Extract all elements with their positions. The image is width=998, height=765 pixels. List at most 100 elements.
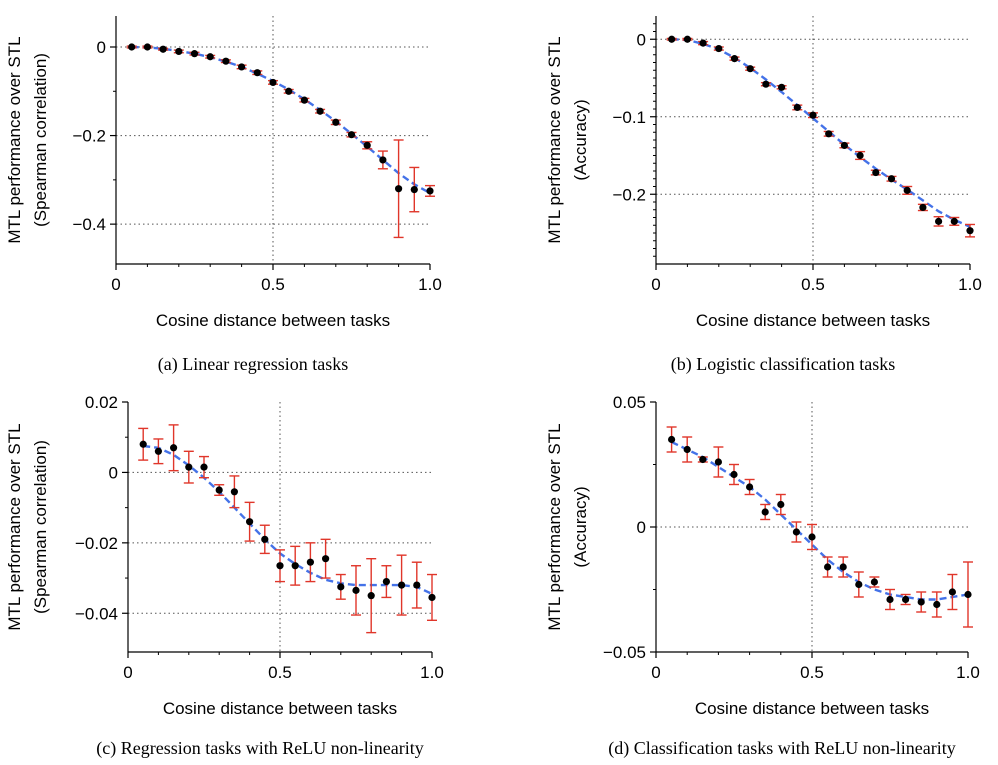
y-axis-label: MTL performance over STL	[5, 36, 24, 243]
y-axis-label: (Accuracy)	[571, 486, 590, 567]
y-tick-label: 0	[637, 518, 646, 537]
data-point	[367, 592, 375, 600]
data-point	[761, 508, 769, 516]
data-point	[683, 445, 691, 454]
panel-a: 0 0.5 1.0 0 −0.2 −0.4 Cosine distance between …	[5, 16, 442, 375]
data-point	[762, 80, 770, 88]
data-point	[200, 463, 208, 471]
fit-curve	[131, 45, 431, 195]
x-tick-label: 1.0	[418, 275, 442, 294]
data-point	[808, 533, 816, 541]
data-point	[793, 103, 801, 112]
data-point	[269, 78, 277, 87]
data-point	[683, 35, 692, 43]
y-axis-label: MTL performance over STL	[5, 423, 24, 630]
y-tick-label: −0.04	[75, 604, 118, 623]
data-point	[966, 227, 974, 235]
data-point	[872, 168, 880, 177]
y-tick-label: −0.1	[612, 108, 646, 127]
data-point	[428, 593, 436, 602]
data-point	[809, 111, 817, 119]
y-tick-label: −0.02	[75, 534, 118, 553]
data-point	[730, 55, 739, 63]
x-tick-label: 1.0	[956, 663, 980, 682]
x-tick-label: 0.5	[801, 275, 825, 294]
data-point	[230, 488, 238, 496]
data-point	[950, 217, 958, 225]
data-point	[855, 580, 863, 589]
data-point	[699, 455, 707, 464]
y-tick-label: 0.05	[613, 393, 646, 412]
data-point	[276, 562, 284, 570]
data-point	[382, 577, 390, 586]
data-point	[261, 535, 269, 543]
data-point	[206, 53, 214, 61]
data-point	[887, 175, 896, 183]
data-point	[919, 203, 927, 212]
data-point	[222, 57, 230, 65]
y-tick-label: −0.2	[72, 127, 106, 146]
data-point	[933, 600, 941, 609]
data-point	[253, 69, 261, 77]
data-point	[410, 186, 418, 194]
data-point	[190, 50, 199, 58]
data-point	[824, 563, 832, 571]
data-point	[363, 141, 371, 149]
x-tick-label: 0	[111, 275, 120, 294]
data-point	[948, 588, 957, 596]
data-point	[352, 586, 360, 594]
y-tick-label: 0	[97, 38, 106, 57]
data-point	[778, 83, 786, 91]
panel-caption: (b) Logistic classification tasks	[671, 354, 895, 375]
panel-b: 0 0.5 1.0 0 −0.1 −0.2 Cosine distance between …	[545, 16, 982, 375]
data-point	[322, 555, 330, 563]
x-tick-label: 0.5	[261, 275, 285, 294]
data-point	[902, 595, 910, 604]
data-point	[825, 130, 833, 138]
data-point	[856, 151, 864, 160]
data-point	[917, 598, 925, 606]
data-point	[143, 43, 151, 51]
data-point	[792, 528, 801, 536]
fit-curve	[671, 440, 969, 601]
data-point	[886, 595, 894, 604]
data-point	[870, 578, 879, 586]
data-point	[291, 562, 299, 570]
data-point	[128, 43, 136, 51]
x-axis-label: Cosine distance between tasks	[695, 699, 929, 718]
data-point	[246, 518, 254, 526]
y-tick-label: −0.4	[72, 215, 106, 234]
x-axis-label: Cosine distance between tasks	[156, 311, 390, 330]
data-point	[332, 118, 340, 126]
x-tick-label: 0	[651, 275, 660, 294]
data-point	[746, 65, 754, 73]
data-point	[379, 156, 387, 164]
data-point	[139, 440, 147, 448]
data-point	[185, 463, 193, 471]
data-point	[300, 96, 308, 104]
data-point	[347, 131, 356, 139]
data-point	[426, 187, 434, 195]
data-point	[238, 63, 246, 71]
x-tick-label: 0.5	[800, 663, 824, 682]
data-point	[746, 483, 754, 491]
panel-caption: (c) Regression tasks with ReLU non-linea…	[96, 738, 423, 759]
panel-caption: (a) Linear regression tasks	[158, 354, 348, 375]
data-point	[935, 217, 943, 225]
data-point	[840, 141, 849, 150]
fit-curve	[143, 444, 433, 595]
panel-caption: (d) Classification tasks with ReLU non-l…	[608, 738, 955, 759]
data-point	[170, 444, 178, 452]
data-point	[398, 581, 406, 589]
data-point	[337, 583, 345, 591]
y-axis-label: (Spearman correlation)	[31, 53, 50, 227]
y-axis-label: MTL performance over STL	[545, 36, 564, 243]
data-point	[215, 486, 223, 494]
data-point	[777, 500, 785, 509]
x-tick-label: 0	[123, 663, 132, 682]
data-point	[316, 107, 324, 115]
data-point	[175, 47, 183, 56]
y-tick-label: 0	[109, 463, 118, 482]
data-point	[715, 44, 723, 53]
x-tick-label: 1.0	[420, 663, 444, 682]
